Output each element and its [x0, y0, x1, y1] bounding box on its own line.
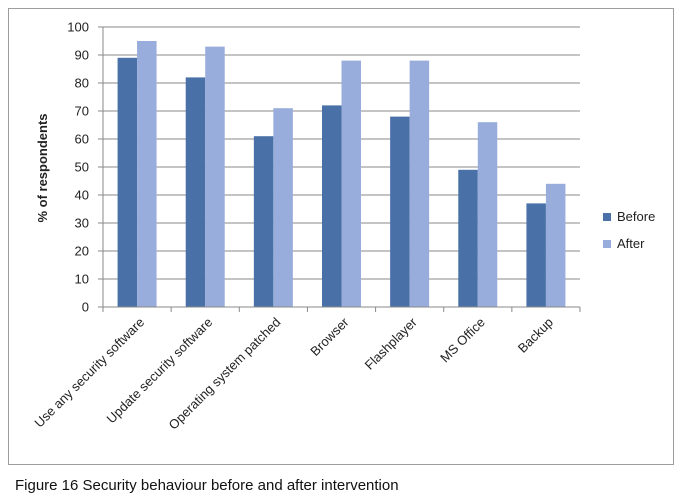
y-tick-label: 60	[75, 132, 89, 147]
bar-before	[458, 169, 478, 307]
bar-after	[137, 41, 157, 307]
y-axis-label: % of respondents	[35, 113, 50, 222]
legend-swatch-before	[603, 213, 611, 221]
bar-after	[409, 60, 430, 307]
y-tick-label: 90	[75, 48, 89, 63]
y-tick-label: 30	[75, 216, 89, 231]
figure-caption: Figure 16 Security behaviour before and …	[15, 477, 399, 494]
x-tick-label: Backup	[515, 315, 556, 356]
y-tick-label: 40	[75, 188, 89, 203]
bar-before	[390, 116, 410, 307]
bar-after	[205, 46, 225, 307]
bar-before	[185, 77, 206, 308]
bars	[117, 41, 566, 308]
bar-before	[117, 57, 138, 307]
x-tick-label: MS Office	[437, 315, 488, 366]
x-tick-label: Flashplayer	[362, 314, 421, 373]
bar-before	[253, 136, 274, 307]
legend-label-before: Before	[617, 209, 655, 224]
legend: Before After	[603, 209, 655, 251]
y-tick-label: 80	[75, 76, 89, 91]
bar-after	[273, 108, 293, 307]
y-tick-label: 20	[75, 244, 89, 259]
axes	[98, 26, 581, 312]
bar-after	[477, 122, 498, 307]
bar-before	[322, 105, 342, 308]
y-tick-label: 100	[67, 20, 89, 35]
y-tick-label: 70	[75, 104, 89, 119]
y-tick-label: 0	[82, 300, 89, 315]
legend-swatch-after	[603, 240, 611, 248]
y-tick-label: 10	[75, 272, 89, 287]
y-tick-labels: 0 10 20 30 40 50 60 70 80 90 100	[67, 20, 89, 315]
bar-after	[545, 183, 566, 307]
x-tick-label: Browser	[307, 314, 352, 359]
legend-label-after: After	[617, 236, 645, 251]
gridlines	[103, 26, 580, 280]
y-tick-label: 50	[75, 160, 89, 175]
bar-after	[341, 60, 361, 307]
x-tick-label: Operating system patched	[166, 315, 284, 433]
bar-before	[526, 203, 546, 307]
x-tick-label: Use any security software	[31, 315, 147, 431]
